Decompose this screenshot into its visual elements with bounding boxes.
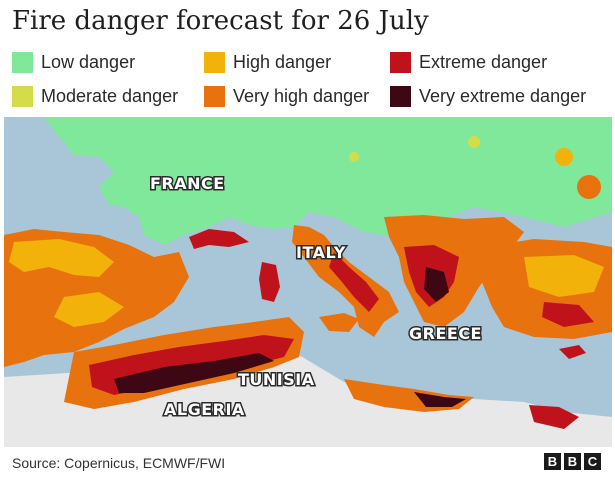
bbc-logo-letter: B: [564, 453, 581, 470]
high-spot: [555, 148, 573, 166]
legend-label-extreme: Extreme danger: [419, 51, 548, 72]
label-italy: ITALY: [296, 243, 346, 262]
very-high-spot: [577, 175, 601, 199]
bbc-logo: B B C: [544, 453, 601, 470]
egypt-coast: [529, 405, 579, 429]
greece-very-extreme: [424, 267, 449, 302]
source-note: Source: Copernicus, ECMWF/FWI: [12, 455, 226, 471]
libya-very-extreme: [414, 392, 466, 407]
legend-label-very-high: Very high danger: [233, 85, 370, 106]
northern-europe-land: [44, 117, 612, 245]
legend-item-low: Low danger: [12, 50, 135, 74]
legend-item-very-high: Very high danger: [204, 84, 369, 108]
label-greece: GREECE: [409, 324, 482, 343]
moderate-spot: [349, 152, 359, 162]
legend-swatch-extreme: [390, 51, 411, 73]
turkey-extreme: [542, 302, 594, 327]
cyprus: [559, 345, 586, 359]
legend-swatch-high: [204, 51, 225, 73]
legend-swatch-very-extreme: [390, 85, 411, 107]
iberia-high-patches: [9, 239, 124, 327]
moderate-spot: [468, 136, 480, 148]
legend: Low danger Moderate danger High danger V…: [12, 50, 612, 112]
turkey-high: [524, 255, 604, 297]
legend-label-moderate: Moderate danger: [41, 85, 179, 106]
bbc-logo-letter: C: [584, 453, 601, 470]
legend-swatch-moderate: [12, 85, 33, 107]
legend-swatch-very-high: [204, 85, 225, 107]
algeria-very-extreme: [114, 353, 274, 393]
south-france-coast: [189, 229, 249, 249]
sicily: [319, 313, 359, 332]
sardinia: [259, 262, 280, 302]
legend-item-moderate: Moderate danger: [12, 84, 178, 108]
map-svg: FRANCE ITALY GREECE TUNISIA ALGERIA: [4, 117, 612, 447]
legend-swatch-low: [12, 51, 33, 73]
legend-label-low: Low danger: [41, 51, 136, 72]
label-tunisia: TUNISIA: [238, 370, 315, 389]
legend-label-very-extreme: Very extreme danger: [419, 85, 587, 106]
legend-label-high: High danger: [233, 51, 332, 72]
fire-danger-map: FRANCE ITALY GREECE TUNISIA ALGERIA: [4, 117, 612, 447]
legend-item-high: High danger: [204, 50, 331, 74]
legend-item-very-extreme: Very extreme danger: [390, 84, 586, 108]
label-algeria: ALGERIA: [164, 400, 245, 419]
italy-extreme: [329, 252, 379, 312]
bbc-logo-letter: B: [544, 453, 561, 470]
chart-title: Fire danger forecast for 26 July: [12, 6, 429, 36]
label-france: FRANCE: [150, 174, 225, 193]
legend-item-extreme: Extreme danger: [390, 50, 547, 74]
